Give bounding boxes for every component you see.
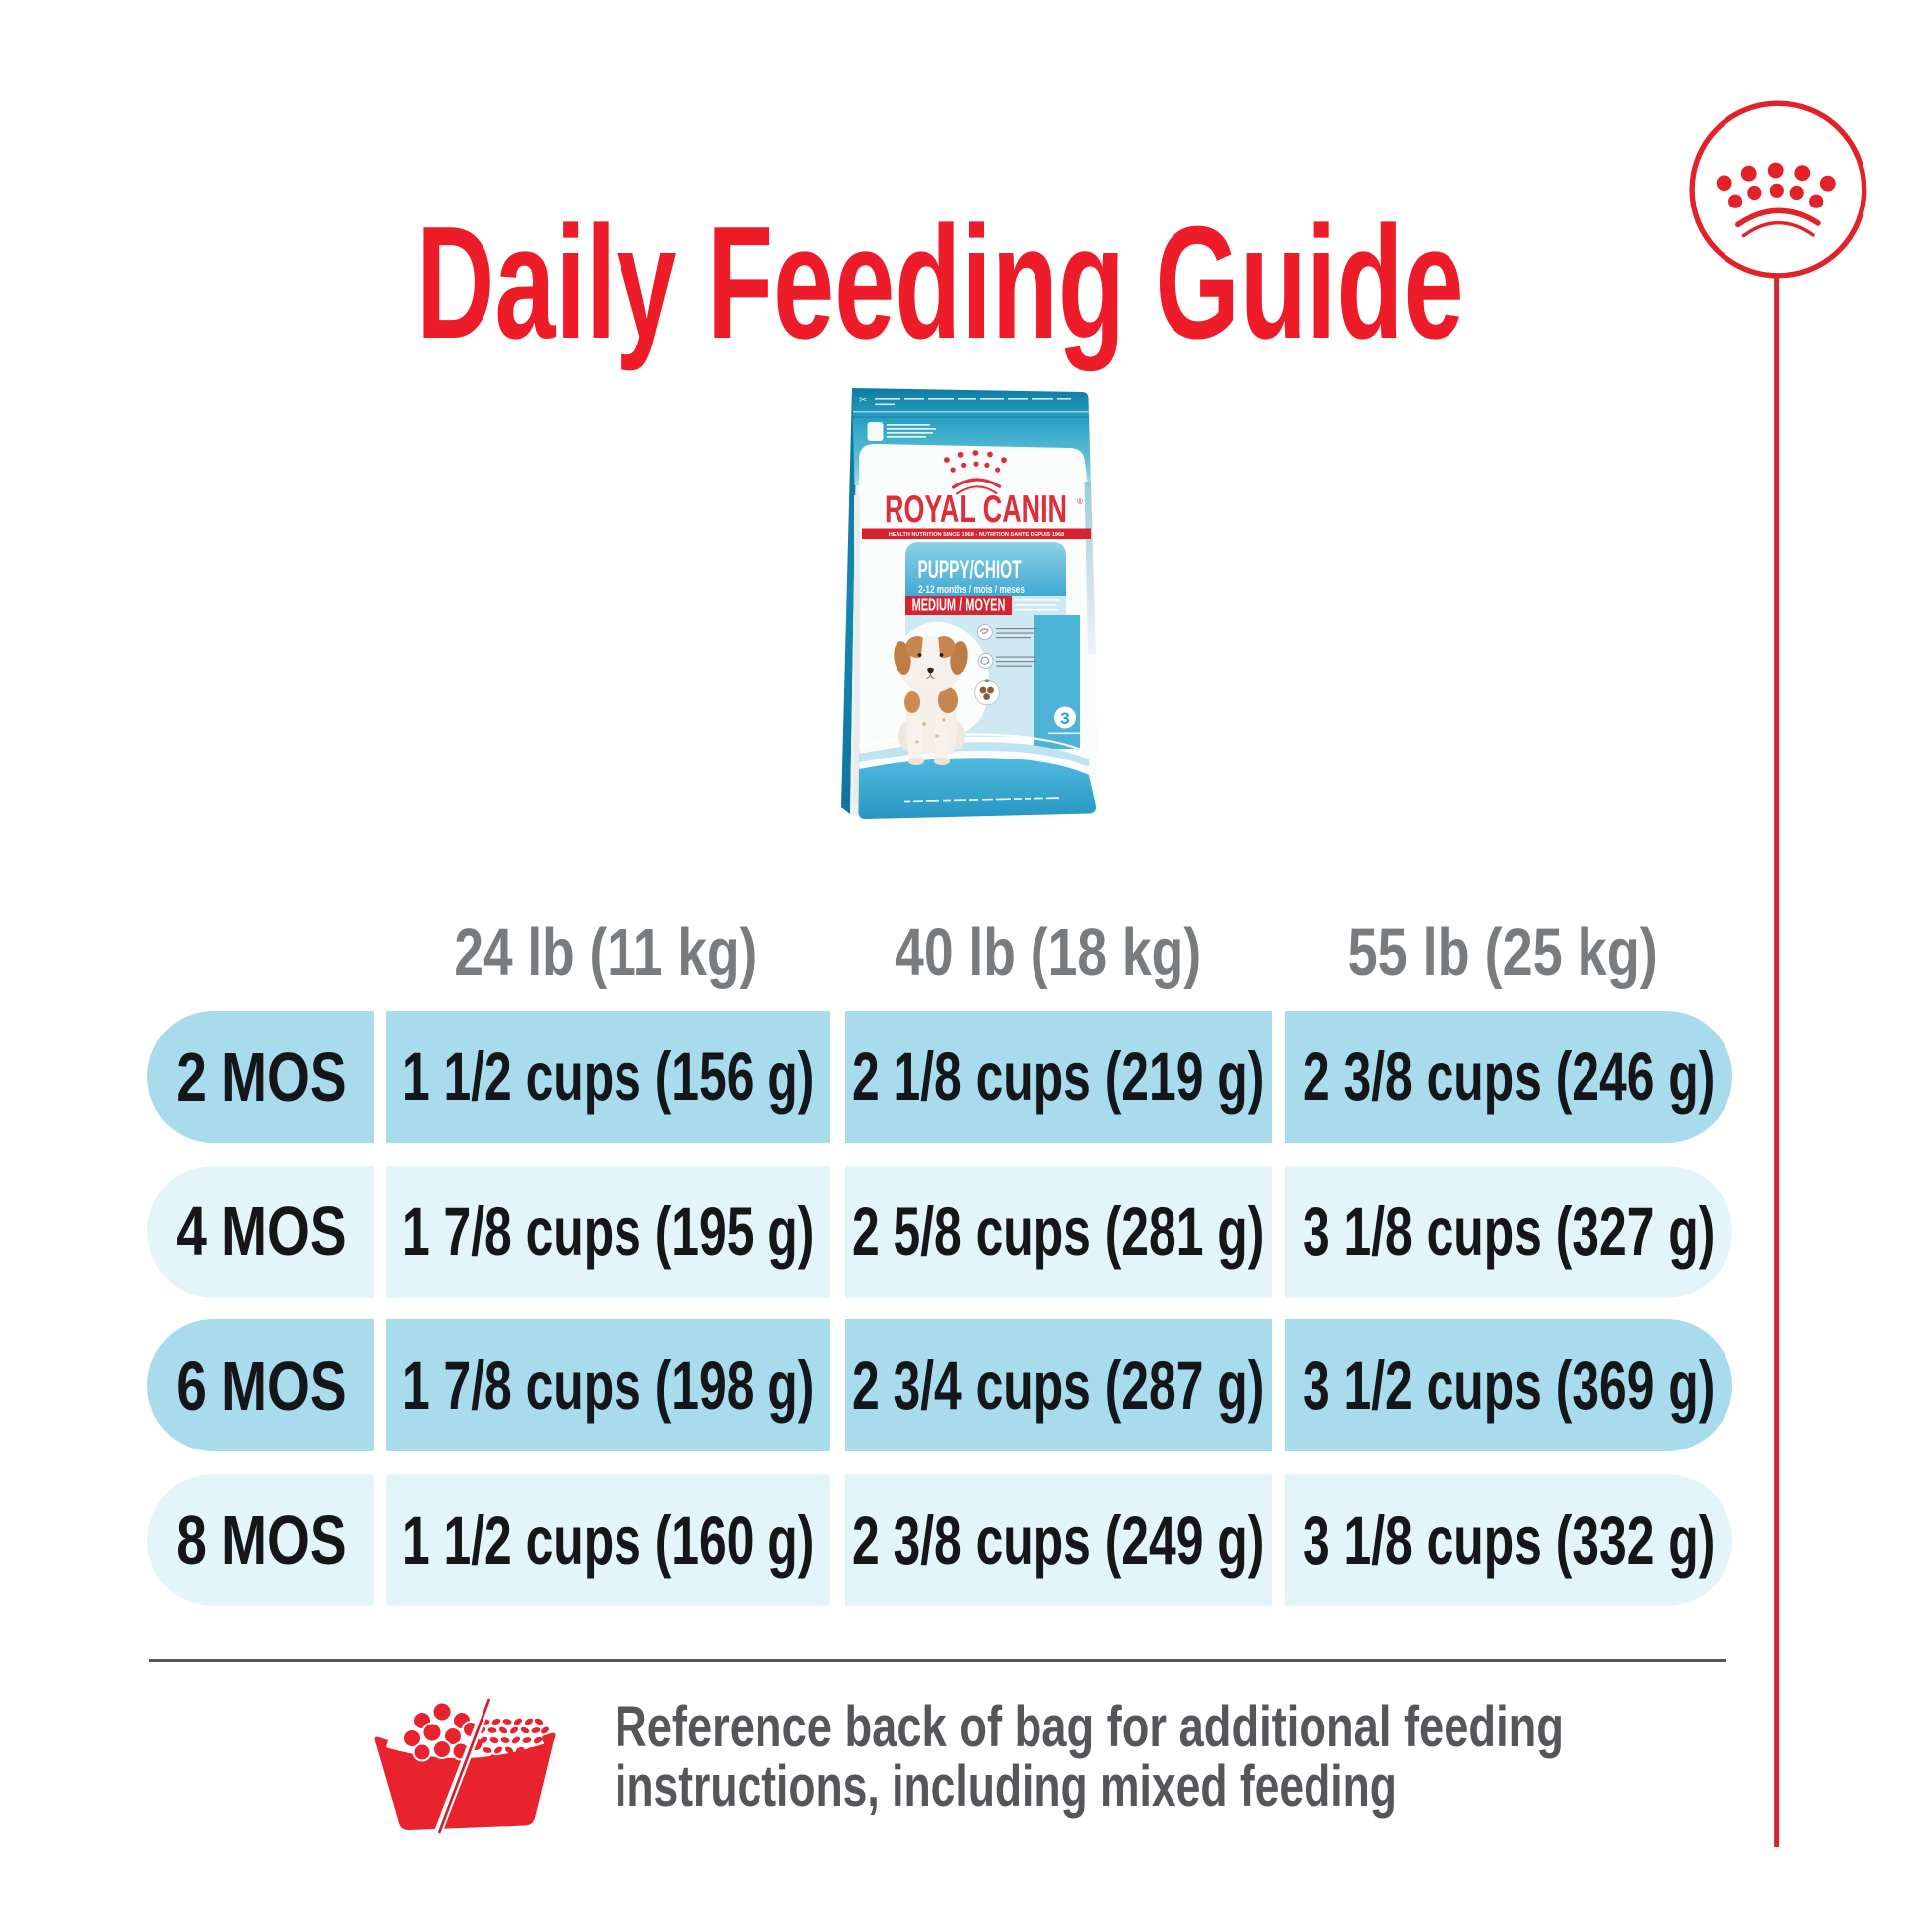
svg-text:®: ® <box>1077 497 1083 506</box>
svg-text:HEALTH NUTRITION SINCE 1968 -: HEALTH NUTRITION SINCE 1968 - NUTRITION … <box>889 532 1064 538</box>
svg-text:3: 3 <box>1060 709 1069 728</box>
svg-text:MEDIUM / MOYEN: MEDIUM / MOYEN <box>912 596 1006 615</box>
svg-text:PUPPY/CHIOT: PUPPY/CHIOT <box>918 556 1022 584</box>
svg-text:2-12 months / mois / meses: 2-12 months / mois / meses <box>918 584 1025 596</box>
svg-text:ROYAL CANIN: ROYAL CANIN <box>885 488 1067 531</box>
svg-text:✂: ✂ <box>859 395 867 406</box>
